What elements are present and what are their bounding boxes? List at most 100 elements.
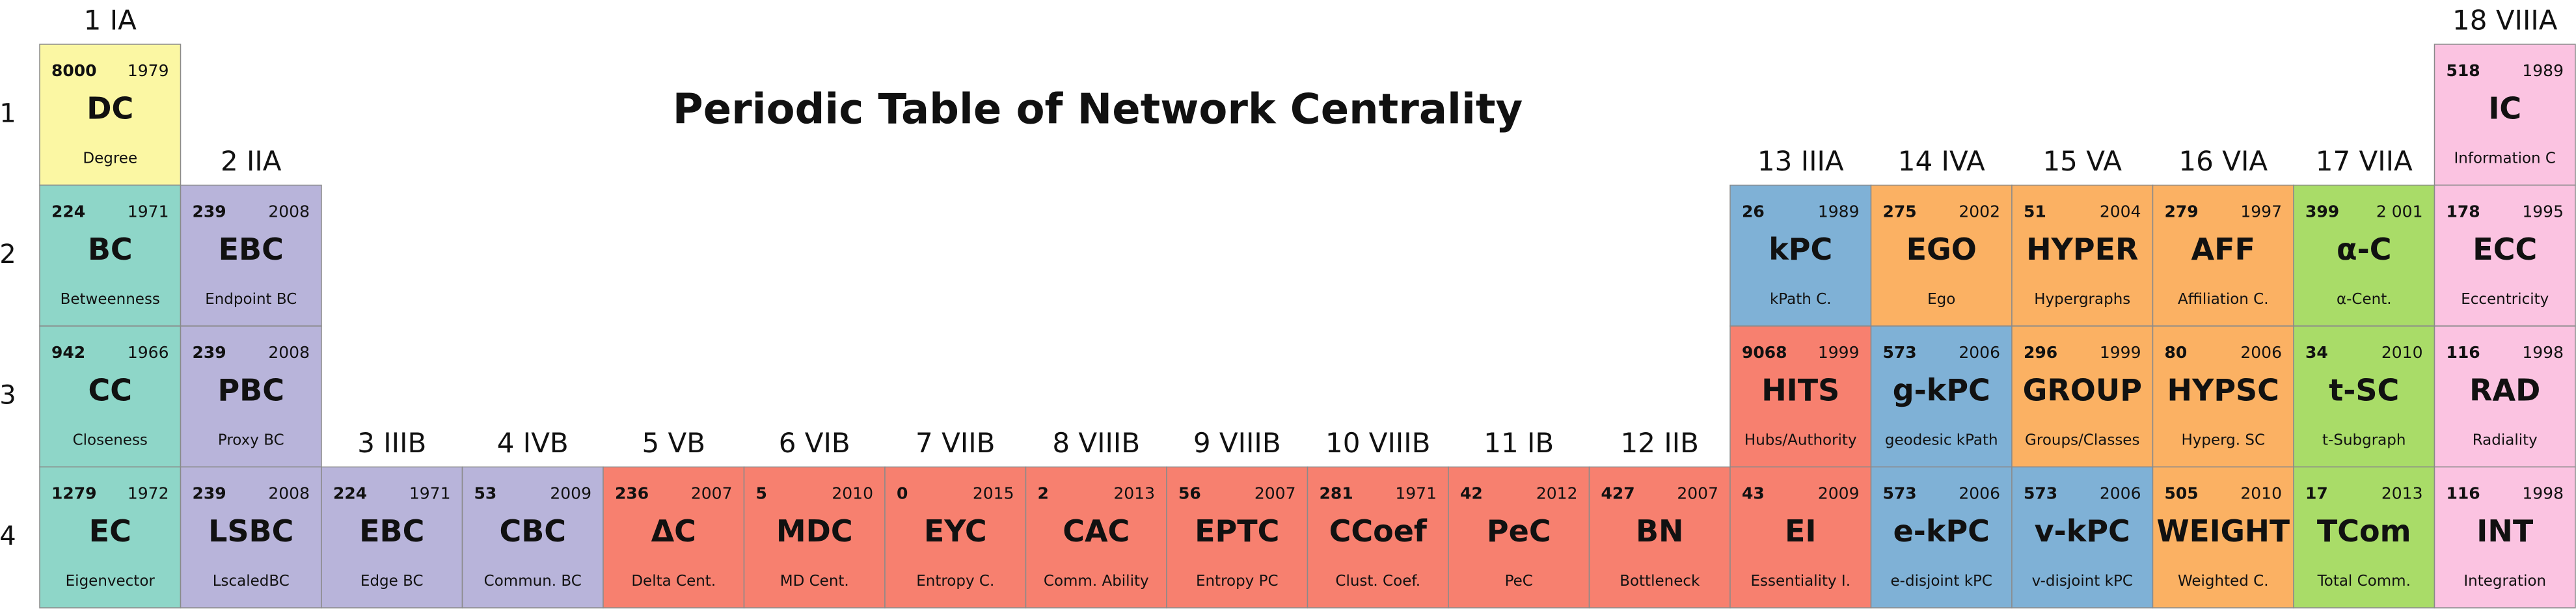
element-cell — [2434, 184, 2576, 327]
cell-year: 1998 — [2522, 343, 2564, 362]
cell-name: Delta Cent. — [631, 573, 716, 590]
cell-name: Bottleneck — [1620, 573, 1700, 590]
cell-year: 2013 — [1113, 484, 1155, 503]
cell-symbol: α-C — [2337, 232, 2391, 267]
cell-name: v-disjoint kPC — [2032, 573, 2133, 590]
cell-name: Entropy PC — [1196, 573, 1279, 590]
group-label: 13 IIIA — [1757, 145, 1844, 177]
cell-symbol: HYPER — [2026, 232, 2138, 267]
element-cell — [1729, 184, 1872, 327]
element-cell — [1729, 325, 1872, 468]
cell-symbol: CC — [88, 373, 132, 408]
element-cell — [39, 184, 182, 327]
element-cell — [461, 466, 604, 608]
cell-year: 1966 — [128, 343, 169, 362]
group-label: 15 VA — [2042, 145, 2122, 177]
cell-symbol: EI — [1785, 513, 1817, 549]
cell-name: Edge BC — [360, 573, 424, 590]
period-label: 2 — [0, 239, 16, 269]
cell-year: 2013 — [2381, 484, 2423, 503]
cell-symbol: PBC — [217, 373, 284, 408]
cell-name: α-Cent. — [2337, 291, 2392, 308]
cell-count: 42 — [1460, 484, 1483, 503]
cell-count: 505 — [2165, 484, 2199, 503]
element-cell — [1448, 466, 1590, 608]
cell-year: 1999 — [2100, 343, 2141, 362]
cell-year: 1999 — [1818, 343, 1860, 362]
cell-count: 573 — [2024, 484, 2057, 503]
cell-name: PeC — [1505, 573, 1533, 590]
cell-year: 1971 — [128, 202, 169, 221]
group-label: 1 IA — [84, 5, 137, 36]
cell-year: 2006 — [2240, 343, 2282, 362]
cell-year: 2 001 — [2376, 202, 2423, 221]
cell-name: Affiliation C. — [2178, 291, 2269, 308]
cell-count: 281 — [1320, 484, 1353, 503]
cell-count: 26 — [1742, 202, 1765, 221]
cell-year: 2007 — [691, 484, 733, 503]
cell-name: Hyperg. SC — [2181, 432, 2265, 449]
cell-name: geodesic kPath — [1885, 432, 1998, 449]
cell-symbol: EGO — [1906, 232, 1977, 267]
cell-year: 2008 — [268, 202, 310, 221]
cell-count: 116 — [2447, 484, 2480, 503]
cell-count: 427 — [1601, 484, 1635, 503]
cell-count: 518 — [2447, 61, 2480, 80]
cell-symbol: t-SC — [2329, 373, 2399, 408]
cell-symbol: RAD — [2469, 373, 2540, 408]
cell-name: Endpoint BC — [205, 291, 297, 308]
group-label: 11 IB — [1484, 427, 1554, 459]
cell-symbol: MDC — [776, 513, 853, 549]
cell-year: 2006 — [2100, 484, 2141, 503]
cell-symbol: INT — [2476, 513, 2534, 549]
cell-count: 53 — [474, 484, 497, 503]
group-label: 3 IIIB — [357, 427, 426, 459]
cell-name: e-disjoint kPC — [1891, 573, 1992, 590]
cell-symbol: EPTC — [1195, 513, 1279, 549]
element-cell — [2152, 466, 2294, 608]
element-cell — [1307, 466, 1449, 608]
cell-year: 1972 — [128, 484, 169, 503]
cell-name: Commun. BC — [484, 573, 582, 590]
cell-name: Closeness — [73, 432, 148, 449]
group-label: 17 VIIA — [2316, 145, 2413, 177]
cell-name: Total Comm. — [2317, 573, 2411, 590]
cell-count: 573 — [1883, 484, 1917, 503]
group-label: 14 IVA — [1898, 145, 1985, 177]
cell-count: 43 — [1742, 484, 1765, 503]
cell-count: 17 — [2305, 484, 2328, 503]
cell-symbol: kPC — [1769, 232, 1832, 267]
cell-count: 9068 — [1742, 343, 1787, 362]
cell-name: Proxy BC — [218, 432, 284, 449]
cell-name: Hypergraphs — [2034, 291, 2130, 308]
cell-year: 1971 — [1395, 484, 1437, 503]
cell-symbol: EBC — [359, 513, 424, 549]
cell-name: Weighted C. — [2178, 573, 2269, 590]
cell-name: Betweenness — [61, 291, 160, 308]
cell-count: 56 — [1178, 484, 1201, 503]
cell-year: 1995 — [2522, 202, 2564, 221]
element-cell — [1166, 466, 1308, 608]
cell-count: 236 — [615, 484, 649, 503]
element-cell — [39, 44, 182, 186]
cell-year: 2002 — [1959, 202, 2000, 221]
cell-name: Eigenvector — [66, 573, 156, 590]
element-cell — [2434, 325, 2576, 468]
cell-count: 399 — [2305, 202, 2339, 221]
cell-symbol: WEIGHT — [2157, 513, 2290, 549]
cell-name: Integration — [2463, 573, 2546, 590]
cell-year: 2007 — [1677, 484, 1718, 503]
element-cell — [603, 466, 745, 608]
cell-symbol: ΔC — [651, 513, 696, 549]
cell-name: Groups/Classes — [2025, 432, 2139, 449]
group-label: 6 VIB — [779, 427, 850, 459]
cell-symbol: BN — [1636, 513, 1684, 549]
cell-count: 239 — [193, 202, 226, 221]
cell-year: 1998 — [2522, 484, 2564, 503]
cell-count: 51 — [2024, 202, 2046, 221]
cell-name: Degree — [83, 150, 137, 167]
cell-name: kPath C. — [1770, 291, 1832, 308]
element-cell — [321, 466, 463, 608]
cell-count: 224 — [333, 484, 367, 503]
